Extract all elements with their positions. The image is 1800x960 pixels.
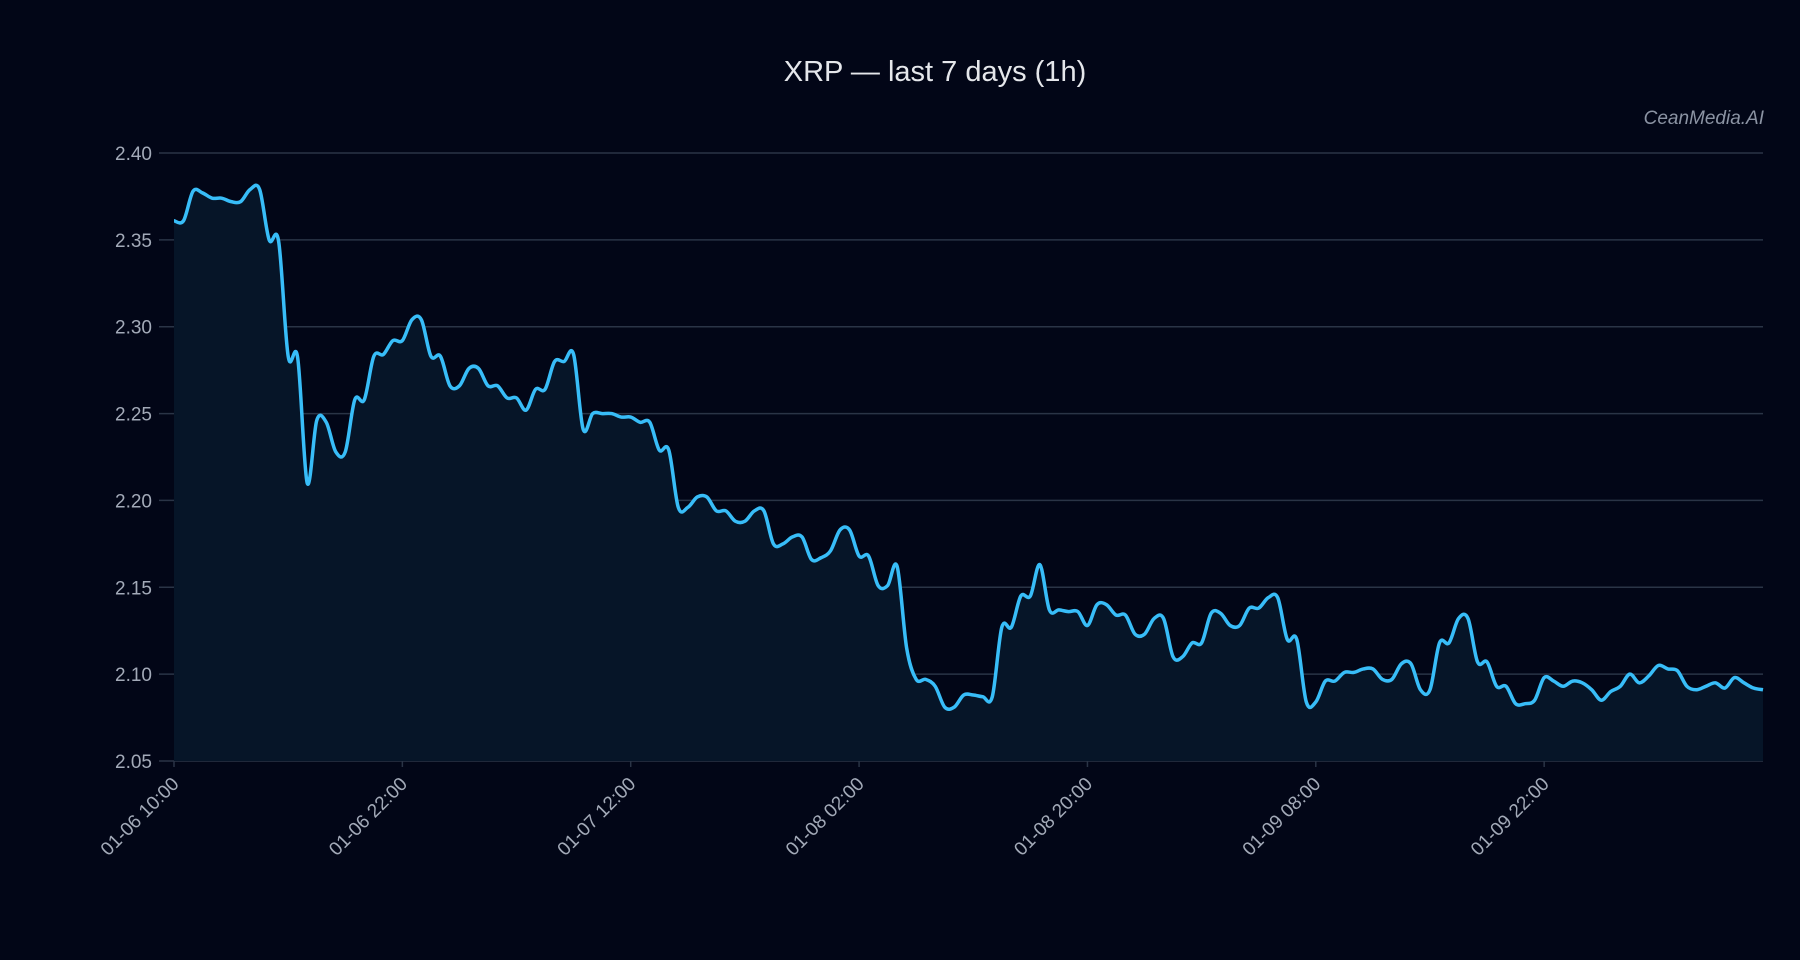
y-tick-label: 2.40: [115, 144, 152, 165]
y-tick-label: 2.20: [115, 491, 152, 512]
x-tick-label: 01-08 02:00: [782, 774, 869, 861]
y-tick-label: 2.35: [115, 231, 152, 252]
x-tick-label: 01-08 20:00: [1010, 774, 1097, 861]
x-axis: 01-06 10:00 01-06 22:00 01-07 12:00 01-08 0…: [97, 761, 1554, 860]
x-tick-label: 01-09 22:00: [1467, 774, 1554, 861]
price-line: [173, 183, 1764, 711]
chart-title: XRP — last 7 days (1h): [783, 56, 1087, 88]
x-tick-label: 01-09 08:00: [1239, 774, 1326, 861]
x-tick-label: 01-07 12:00: [554, 774, 641, 861]
y-tick-label: 2.25: [115, 405, 152, 426]
x-tick-label: 01-06 22:00: [325, 774, 412, 861]
price-area: [174, 185, 1763, 762]
y-tick-label: 2.15: [115, 578, 152, 599]
y-tick-label: 2.05: [115, 752, 152, 773]
y-tick-label: 2.10: [115, 665, 152, 686]
y-tick-label: 2.30: [115, 318, 152, 339]
watermark: CeanMedia.AI: [1643, 108, 1764, 129]
x-tick-label: 01-06 10:00: [97, 774, 184, 861]
y-axis: 2.05 2.10 2.15 2.20 2.25 2.30 2.35 2.40: [115, 144, 152, 773]
